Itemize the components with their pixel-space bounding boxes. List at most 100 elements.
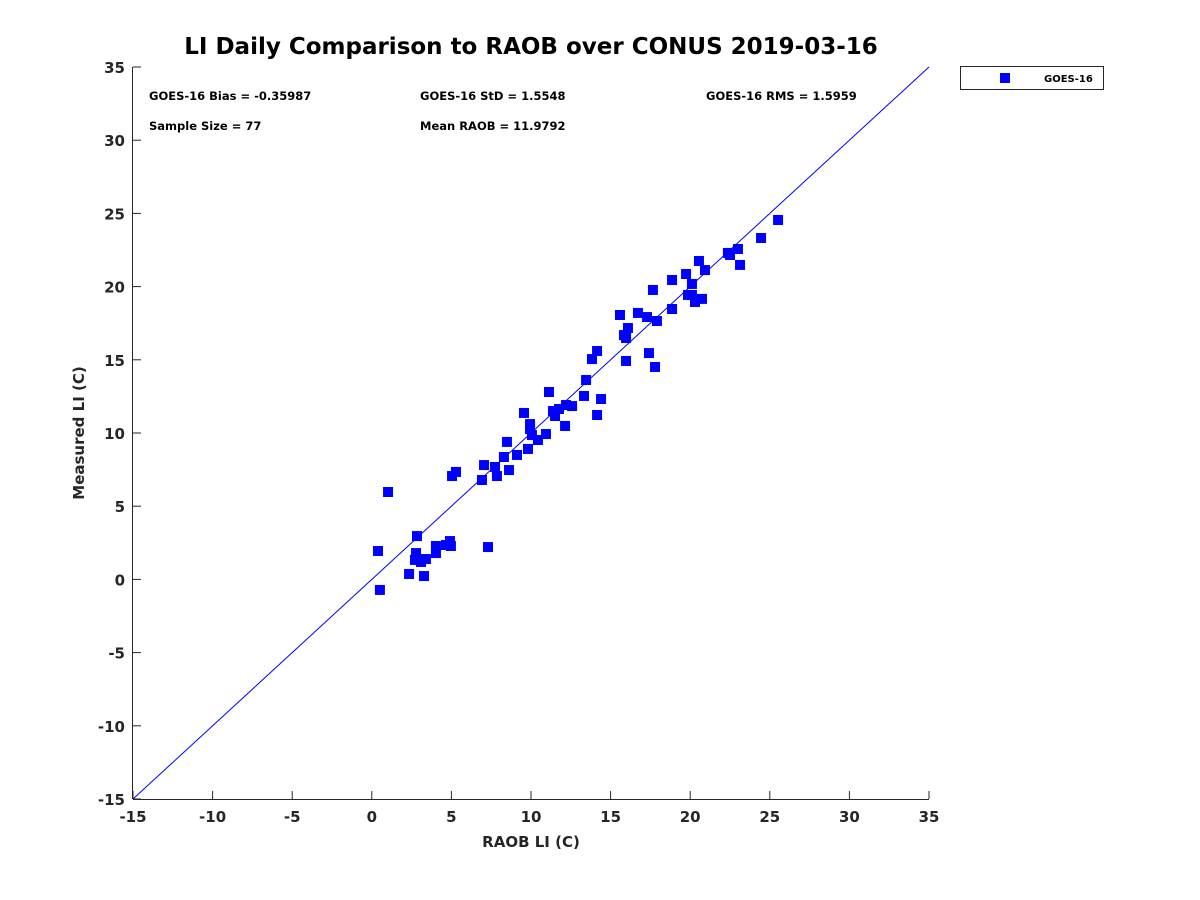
data-point [491, 471, 502, 482]
x-tick-label: -10 [199, 808, 226, 826]
data-point [554, 403, 565, 414]
data-point [732, 243, 743, 254]
data-point [504, 465, 515, 476]
data-point [686, 289, 697, 300]
std-annotation: GOES-16 StD = 1.5548 [420, 89, 565, 103]
data-point [404, 568, 415, 579]
data-point [643, 348, 654, 359]
data-point [445, 541, 456, 552]
data-point [725, 249, 735, 260]
data-point [561, 400, 572, 411]
y-axis-label: Measured LI (C) [70, 366, 88, 499]
data-point [430, 548, 441, 559]
x-tick-label: -15 [119, 808, 146, 826]
data-point [567, 401, 578, 412]
data-point [773, 214, 784, 225]
data-point [383, 486, 394, 497]
data-point [373, 545, 384, 556]
chart-title: LI Daily Comparison to RAOB over CONUS 2… [184, 34, 878, 60]
data-point [501, 436, 512, 447]
data-point [420, 554, 431, 565]
y-tick-label: -10 [98, 718, 125, 736]
data-point [543, 387, 554, 398]
x-tick-label: 20 [680, 808, 701, 826]
legend-marker [1000, 73, 1010, 83]
data-point [581, 375, 592, 386]
data-point [533, 435, 544, 446]
data-point [430, 541, 441, 552]
data-point [483, 542, 494, 553]
data-point [621, 355, 632, 366]
data-point [686, 278, 697, 289]
data-points [373, 214, 784, 595]
legend-label: GOES-16 [1044, 74, 1093, 85]
data-point [651, 316, 662, 327]
mean-raob-annotation: Mean RAOB = 11.9792 [420, 119, 566, 133]
data-point [409, 554, 420, 565]
y-tick-label: 15 [104, 352, 125, 370]
data-point [419, 571, 430, 582]
data-point [622, 323, 633, 334]
data-point [642, 312, 653, 323]
data-point [498, 452, 509, 463]
y-tick-label: 10 [104, 425, 125, 443]
x-tick-label: 5 [446, 808, 456, 826]
data-point [411, 548, 422, 559]
data-point [756, 232, 767, 243]
y-tick-label: 20 [104, 279, 125, 297]
data-point [650, 361, 661, 372]
data-point [511, 449, 522, 460]
data-point [614, 310, 625, 321]
bias-annotation: GOES-16 Bias = -0.35987 [149, 89, 311, 103]
y-tick-label: -15 [98, 791, 125, 809]
data-point [550, 411, 561, 422]
y-tick-label: 5 [115, 498, 125, 516]
x-tick-label: 35 [919, 808, 940, 826]
x-tick-label: 0 [367, 808, 377, 826]
y-tick-label: 35 [104, 59, 125, 77]
x-tick-label: 15 [600, 808, 621, 826]
data-point [374, 584, 385, 595]
legend: GOES-16 [960, 66, 1104, 90]
y-tick-label: 25 [104, 205, 125, 223]
data-point [579, 390, 590, 401]
data-point [632, 307, 643, 318]
x-tick-label: 30 [839, 808, 860, 826]
data-point [681, 269, 692, 280]
data-point [667, 275, 678, 286]
data-point [540, 429, 551, 440]
data-point [647, 284, 658, 295]
rms-annotation: GOES-16 RMS = 1.5959 [706, 89, 857, 103]
x-tick-label: 25 [759, 808, 780, 826]
data-point [696, 293, 707, 304]
data-point [526, 430, 537, 441]
y-tick-label: -5 [108, 645, 125, 663]
data-point [451, 466, 462, 477]
data-point [596, 394, 607, 405]
data-point [525, 424, 536, 435]
data-point [476, 474, 487, 485]
x-tick-label: -5 [284, 808, 301, 826]
data-point [621, 332, 632, 343]
sample-size-annotation: Sample Size = 77 [149, 119, 261, 133]
legend-box [960, 66, 1104, 90]
data-point [560, 420, 571, 431]
x-tick-label: 10 [521, 808, 542, 826]
data-point [522, 443, 533, 454]
data-point [586, 354, 597, 365]
data-point [412, 531, 423, 542]
y-tick-label: 30 [104, 132, 125, 150]
data-point [735, 259, 746, 270]
data-point [479, 460, 490, 471]
data-point [518, 407, 529, 418]
data-point [700, 265, 711, 276]
data-point [689, 296, 700, 307]
x-axis-label: RAOB LI (C) [482, 833, 580, 851]
data-point [490, 461, 501, 472]
axes: -15 -10 -5 0 5 10 15 20 25 30 35 -15 -10 -5 0 5 10 15 20 25… [98, 59, 940, 826]
data-point [592, 346, 603, 357]
y-tick-label: 0 [115, 571, 125, 589]
data-point [592, 409, 603, 420]
data-point [693, 255, 704, 266]
